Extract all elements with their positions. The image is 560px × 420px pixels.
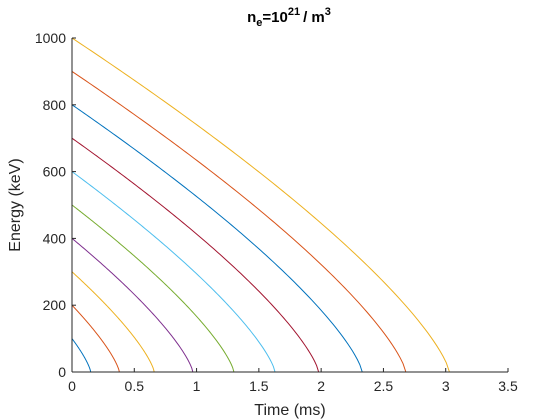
series-line-2 — [71, 304, 120, 373]
x-axis-label: Time (ms) — [254, 402, 325, 419]
y-tick-label: 400 — [43, 230, 67, 246]
y-tick-label: 1000 — [35, 30, 66, 46]
y-tick-label: 200 — [43, 297, 67, 313]
y-tick-label: 600 — [43, 164, 67, 180]
x-tick-label: 0.5 — [125, 378, 145, 394]
y-tick-label: 800 — [43, 97, 67, 113]
series-line-9 — [71, 70, 407, 373]
chart-title: ne=1021/ m3 — [247, 6, 331, 29]
series-line-5 — [71, 204, 235, 373]
series-line-4 — [71, 238, 194, 373]
x-tick-label: 0 — [68, 378, 76, 394]
series-layer — [71, 37, 450, 373]
x-ticks: 0 0.5 1 1.5 2 2.5 3 3.5 — [68, 368, 518, 394]
series-line-6 — [71, 171, 276, 373]
x-tick-label: 3 — [442, 378, 450, 394]
x-tick-label: 2.5 — [374, 378, 394, 394]
series-line-10 — [71, 37, 450, 373]
x-tick-label: 2 — [317, 378, 325, 394]
x-tick-label: 3.5 — [498, 378, 518, 394]
x-tick-label: 1.5 — [249, 378, 269, 394]
series-line-8 — [71, 104, 363, 373]
x-tick-label: 1 — [193, 378, 201, 394]
series-line-3 — [71, 271, 155, 373]
y-tick-label: 0 — [58, 364, 66, 380]
y-ticks: 0 200 400 600 800 1000 — [35, 30, 76, 380]
series-line-1 — [71, 338, 92, 373]
y-axis-label: Energy (keV) — [7, 158, 24, 251]
series-line-7 — [71, 137, 320, 373]
